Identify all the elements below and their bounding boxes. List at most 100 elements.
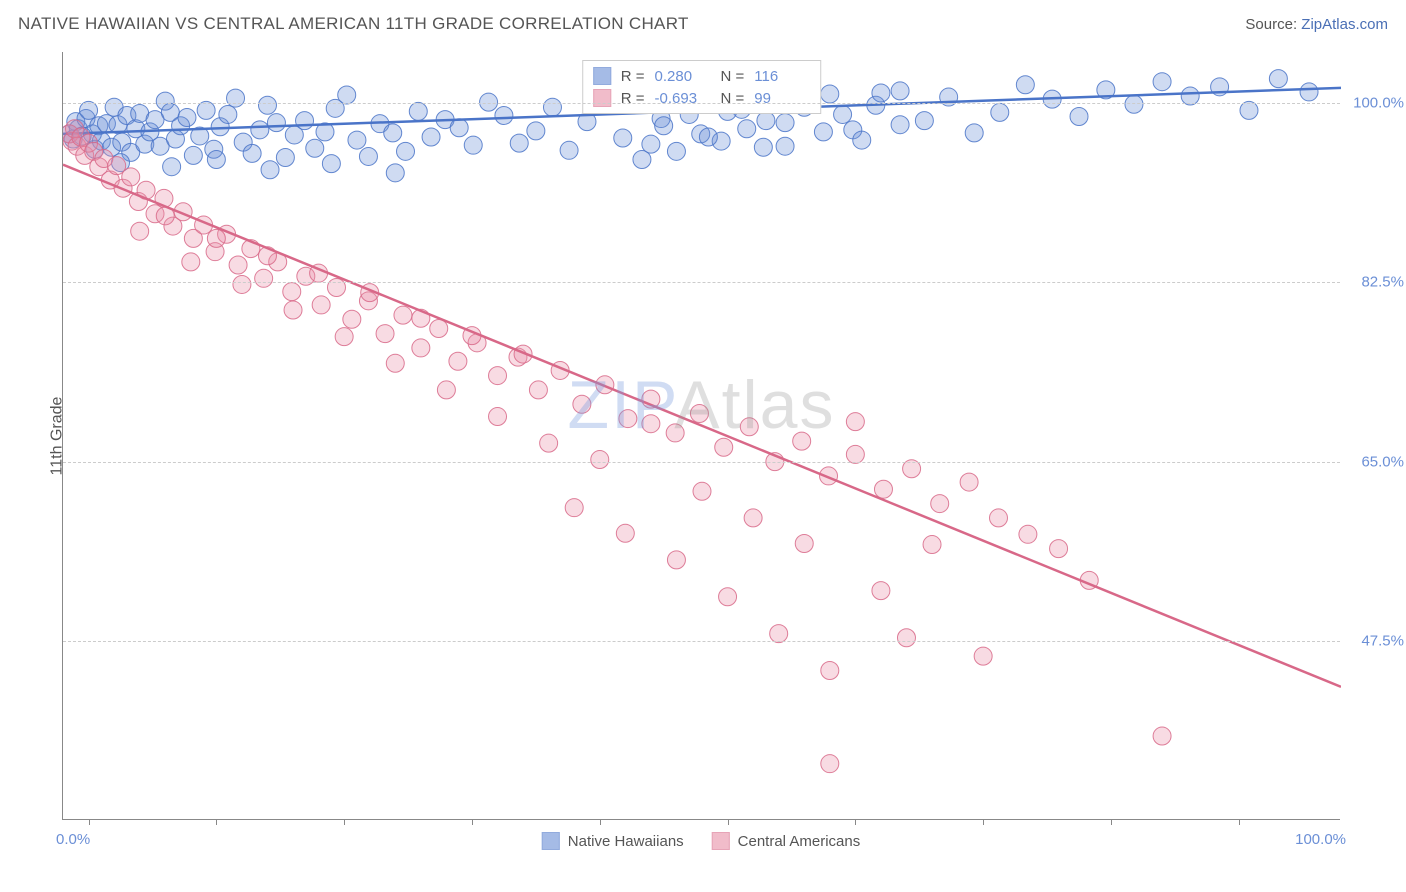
- scatter-point: [776, 137, 794, 155]
- x-tick: [728, 819, 729, 825]
- scatter-point: [394, 306, 412, 324]
- scatter-point: [543, 98, 561, 116]
- scatter-point: [327, 279, 345, 297]
- scatter-point: [412, 339, 430, 357]
- scatter-point: [619, 410, 637, 428]
- scatter-point: [450, 119, 468, 137]
- scatter-point: [510, 134, 528, 152]
- scatter-point: [386, 354, 404, 372]
- scatter-point: [540, 434, 558, 452]
- scatter-point: [376, 325, 394, 343]
- stats-n-label-1: N =: [721, 68, 745, 85]
- scatter-point: [529, 381, 547, 399]
- scatter-point: [384, 124, 402, 142]
- scatter-point: [163, 158, 181, 176]
- scatter-point: [437, 381, 455, 399]
- scatter-point: [306, 139, 324, 157]
- scatter-point: [846, 413, 864, 431]
- plot-area: ZIPAtlas R = 0.280 N = 116 R = -0.693 N …: [62, 52, 1340, 820]
- scatter-point: [409, 102, 427, 120]
- scatter-point: [229, 256, 247, 274]
- scatter-point: [757, 112, 775, 130]
- scatter-point: [338, 86, 356, 104]
- scatter-point: [322, 155, 340, 173]
- legend: Native Hawaiians Central Americans: [542, 832, 860, 850]
- legend-swatch-series1: [542, 832, 560, 850]
- scatter-point: [1300, 83, 1318, 101]
- scatter-point: [690, 404, 708, 422]
- gridline: [63, 462, 1340, 463]
- scatter-point: [348, 131, 366, 149]
- stats-r-label-1: R =: [621, 68, 645, 85]
- scatter-point: [335, 328, 353, 346]
- scatter-point: [591, 451, 609, 469]
- source-credit: Source: ZipAtlas.com: [1245, 16, 1388, 33]
- scatter-point: [449, 352, 467, 370]
- scatter-point: [267, 114, 285, 132]
- scatter-point: [464, 136, 482, 154]
- scatter-point: [131, 222, 149, 240]
- scatter-point: [872, 582, 890, 600]
- scatter-point: [693, 482, 711, 500]
- scatter-point: [960, 473, 978, 491]
- stats-row-series1: R = 0.280 N = 116: [593, 65, 811, 87]
- chart-container: 11th Grade ZIPAtlas R = 0.280 N = 116 R …: [62, 52, 1340, 820]
- scatter-point: [276, 148, 294, 166]
- scatter-point: [642, 415, 660, 433]
- scatter-point: [719, 588, 737, 606]
- source-link[interactable]: ZipAtlas.com: [1301, 16, 1388, 33]
- y-tick-label: 65.0%: [1361, 453, 1404, 470]
- y-tick-label: 82.5%: [1361, 274, 1404, 291]
- scatter-point: [184, 146, 202, 164]
- source-prefix: Source:: [1245, 16, 1301, 33]
- scatter-point: [740, 418, 758, 436]
- scatter-point: [296, 112, 314, 130]
- scatter-point: [255, 269, 273, 287]
- stats-r-value-1: 0.280: [655, 68, 711, 85]
- scatter-point: [715, 438, 733, 456]
- scatter-point: [573, 395, 591, 413]
- scatter-point: [754, 138, 772, 156]
- x-tick: [855, 819, 856, 825]
- scatter-point: [872, 84, 890, 102]
- scatter-point: [655, 117, 673, 135]
- scatter-point: [207, 151, 225, 169]
- gridline: [63, 641, 1340, 642]
- scatter-point: [261, 161, 279, 179]
- y-tick-label: 100.0%: [1353, 95, 1404, 112]
- x-tick: [216, 819, 217, 825]
- scatter-point: [834, 105, 852, 123]
- legend-item-series2: Central Americans: [712, 832, 861, 850]
- scatter-point: [814, 123, 832, 141]
- x-tick: [1239, 819, 1240, 825]
- scatter-point: [991, 103, 1009, 121]
- scatter-point: [219, 105, 237, 123]
- x-tick: [983, 819, 984, 825]
- scatter-point: [1019, 525, 1037, 543]
- scatter-point: [1153, 727, 1171, 745]
- gridline: [63, 103, 1340, 104]
- scatter-point: [897, 629, 915, 647]
- x-tick-label-left: 0.0%: [56, 831, 90, 848]
- scatter-point: [616, 524, 634, 542]
- scatter-point: [386, 164, 404, 182]
- scatter-point: [667, 142, 685, 160]
- scatter-point: [744, 509, 762, 527]
- scatter-point: [642, 135, 660, 153]
- scatter-point: [821, 661, 839, 679]
- scatter-point: [821, 755, 839, 773]
- scatter-point: [891, 82, 909, 100]
- scatter-point: [1016, 76, 1034, 94]
- chart-title: NATIVE HAWAIIAN VS CENTRAL AMERICAN 11TH…: [18, 14, 689, 34]
- scatter-point: [915, 112, 933, 130]
- legend-item-series1: Native Hawaiians: [542, 832, 684, 850]
- x-tick: [344, 819, 345, 825]
- x-tick: [472, 819, 473, 825]
- scatter-point: [495, 106, 513, 124]
- scatter-point: [1070, 108, 1088, 126]
- x-tick: [89, 819, 90, 825]
- scatter-point: [1050, 540, 1068, 558]
- scatter-point: [776, 114, 794, 132]
- scatter-point: [923, 536, 941, 554]
- scatter-point: [974, 647, 992, 665]
